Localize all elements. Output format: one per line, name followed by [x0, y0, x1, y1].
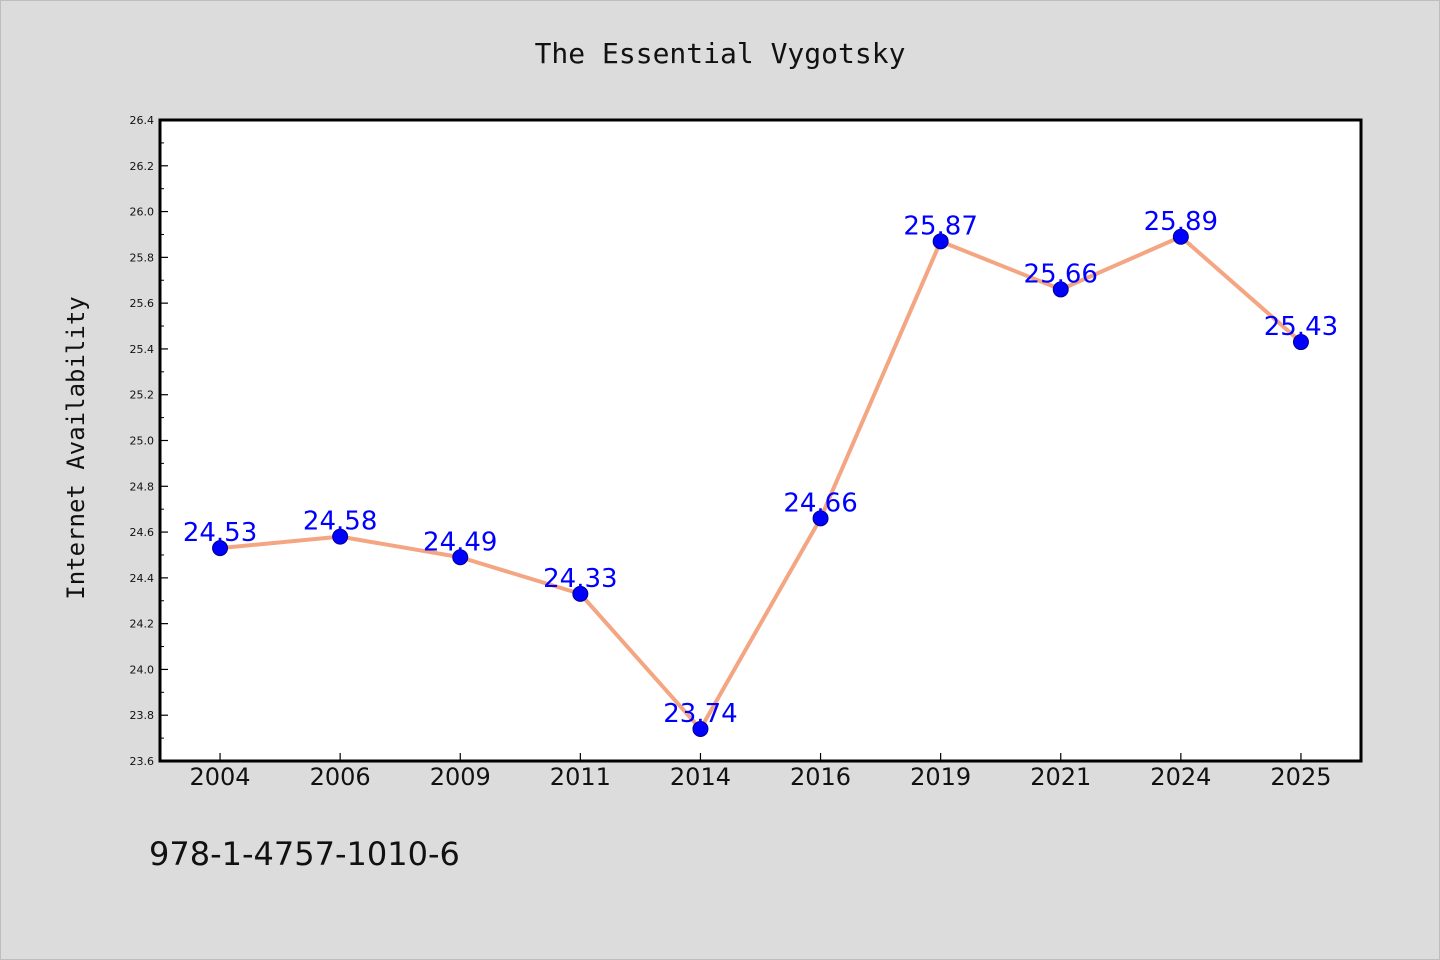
data-label: 25.66: [1024, 259, 1098, 289]
data-label: 23.74: [663, 699, 737, 729]
data-point: [932, 233, 949, 250]
y-tick-label: 24.6: [130, 526, 155, 539]
y-tick-label: 25.8: [130, 251, 155, 264]
y-tick-label: 24.2: [130, 618, 155, 631]
data-point: [692, 720, 709, 737]
y-tick-label: 25.0: [130, 435, 155, 448]
data-label: 24.66: [783, 488, 857, 518]
data-point: [332, 528, 349, 545]
data-markers: [212, 228, 1309, 737]
x-tick-label: 2019: [910, 763, 971, 791]
y-axis-label: Internet Availability: [62, 296, 90, 599]
y-tick-label: 25.4: [130, 343, 155, 356]
data-label: 25.43: [1264, 312, 1338, 342]
y-tick-label: 25.2: [130, 389, 155, 402]
chart-title: The Essential Vygotsky: [535, 37, 906, 70]
data-point: [1172, 228, 1189, 245]
data-point: [572, 585, 589, 602]
y-tick-label: 23.8: [130, 709, 155, 722]
x-tick-label: 2004: [190, 763, 251, 791]
x-tick-label: 2014: [670, 763, 731, 791]
y-tick-label: 25.6: [130, 297, 155, 310]
data-labels: 24.53 24.58 24.49 24.33 23.74 24.66 25.87 25.66…: [183, 207, 1338, 729]
x-tick-label: 2025: [1270, 763, 1331, 791]
data-label: 25.87: [903, 211, 977, 241]
data-label: 24.53: [183, 518, 257, 548]
data-point: [1292, 334, 1309, 351]
y-tick-label: 24.0: [130, 663, 155, 676]
data-label: 24.33: [543, 564, 617, 594]
data-label: 25.89: [1144, 207, 1218, 237]
isbn-text: 978-1-4757-1010-6: [149, 835, 460, 873]
x-tick-label: 2024: [1150, 763, 1211, 791]
x-tick-label: 2011: [550, 763, 611, 791]
data-point: [452, 549, 469, 566]
y-tick-label: 26.2: [130, 160, 155, 173]
x-tick-label: 2009: [430, 763, 491, 791]
x-axis: 2004 2006 2009 2011 2014 2016 2019 2021 2024 2025: [190, 753, 1331, 791]
y-axis: 23.6 23.8 24.0 24.2 24.4 24.6 24.8 25.0 25.2 25.4…: [130, 114, 168, 768]
data-label: 24.58: [303, 507, 377, 537]
y-tick-label: 24.8: [130, 480, 155, 493]
x-tick-label: 2006: [310, 763, 371, 791]
data-point: [212, 540, 229, 557]
data-point: [1052, 281, 1069, 298]
x-tick-label: 2021: [1030, 763, 1091, 791]
y-tick-label: 26.4: [130, 114, 155, 127]
y-tick-label: 23.6: [130, 755, 155, 768]
y-tick-label: 26.0: [130, 206, 155, 219]
x-tick-label: 2016: [790, 763, 851, 791]
data-point: [812, 510, 829, 527]
data-label: 24.49: [423, 527, 497, 557]
plot-area: [158, 118, 1363, 763]
series-line: [219, 234, 1303, 731]
y-tick-label: 24.4: [130, 572, 155, 585]
